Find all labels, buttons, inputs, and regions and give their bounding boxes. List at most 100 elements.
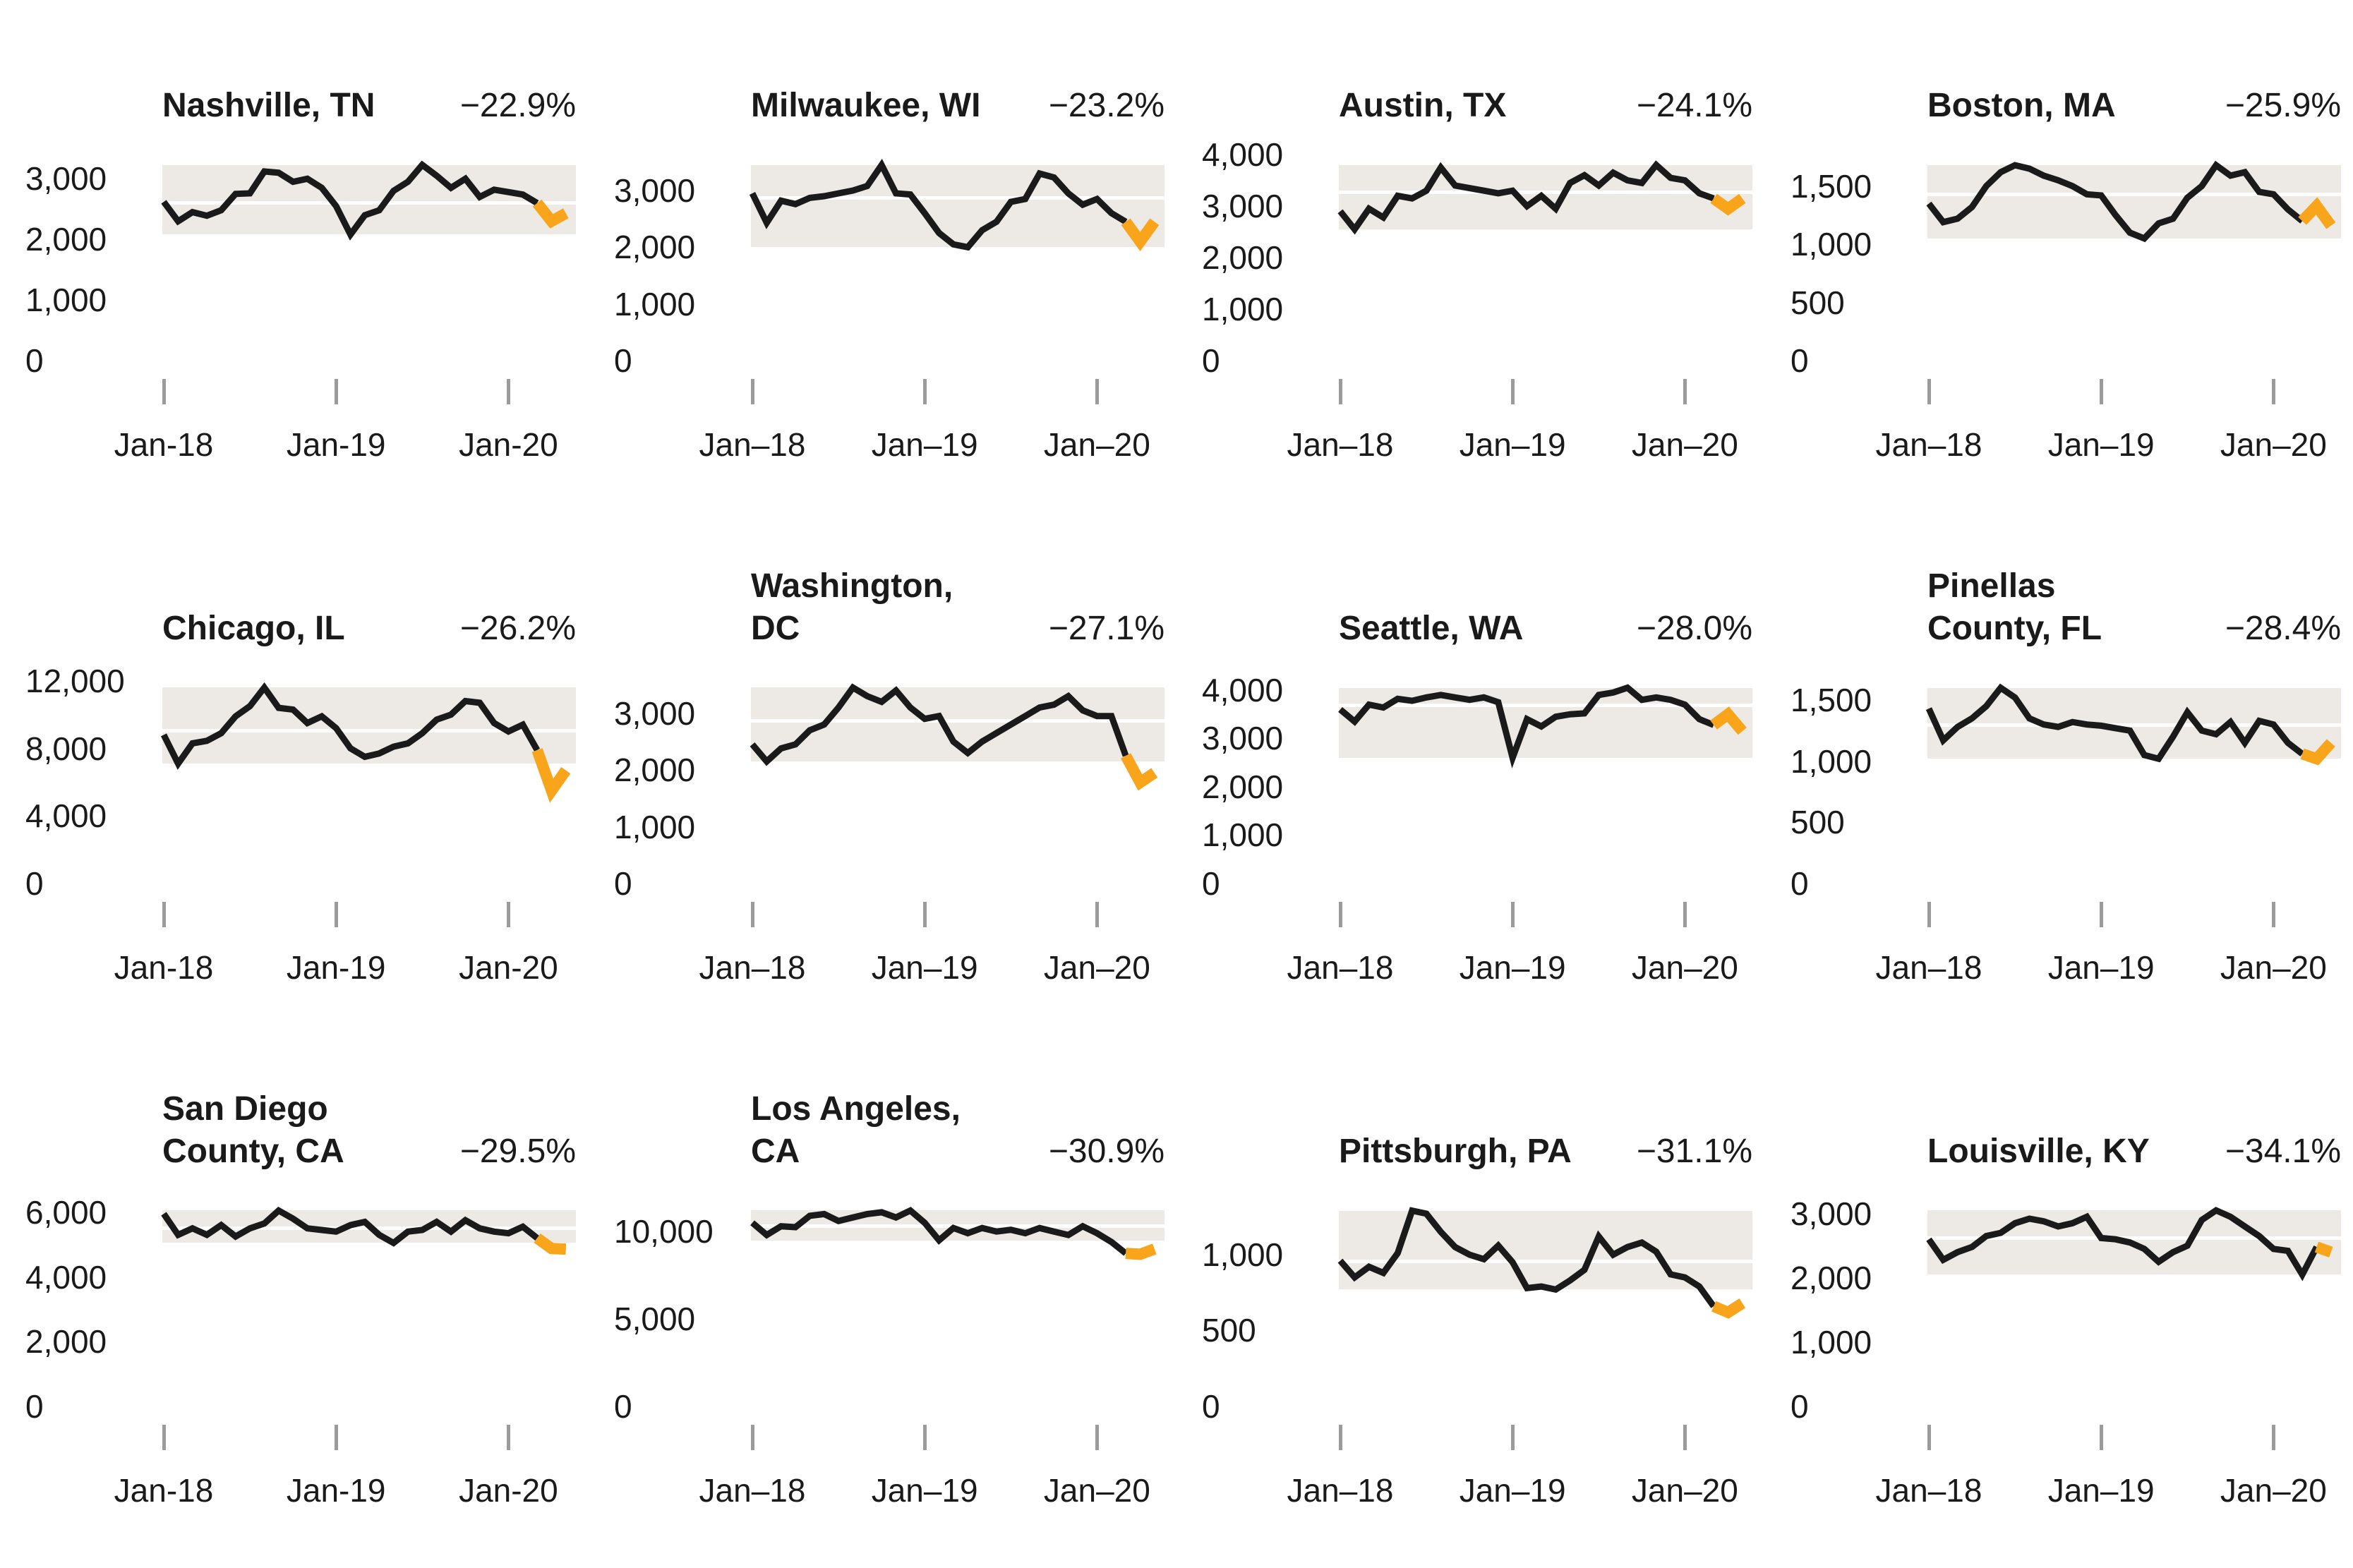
chart-change-label: −22.9% bbox=[459, 87, 576, 124]
average-baseline bbox=[162, 200, 576, 205]
series-history-line bbox=[750, 1207, 1128, 1256]
y-axis-label: 2,000 bbox=[25, 1323, 107, 1361]
average-baseline bbox=[751, 196, 1165, 200]
x-axis-tick bbox=[923, 379, 927, 404]
x-axis-label: Jan–18 bbox=[1287, 949, 1394, 986]
x-axis-tick bbox=[2100, 902, 2104, 927]
average-baseline bbox=[1927, 1236, 2341, 1241]
x-axis-label: Jan–20 bbox=[2220, 949, 2327, 986]
average-baseline bbox=[751, 719, 1165, 723]
chart-title: Louisville, KY bbox=[1927, 1133, 2150, 1170]
chart-title: Pinellas County, FL bbox=[1927, 567, 2102, 647]
series-history-line bbox=[749, 158, 1128, 251]
x-axis-tick bbox=[507, 1425, 511, 1450]
series-recent-highlight-line bbox=[531, 748, 571, 803]
series-history-line bbox=[1337, 1207, 1716, 1308]
y-axis-label: 1,000 bbox=[1202, 291, 1284, 328]
line-series bbox=[161, 1206, 567, 1255]
chart-header: Milwaukee, WI −23.2% bbox=[751, 85, 1165, 127]
x-axis-tick bbox=[1683, 902, 1687, 927]
line-series bbox=[749, 158, 1160, 251]
series-recent-highlight-line bbox=[1710, 706, 1747, 735]
x-axis-label: Jan-18 bbox=[114, 1472, 214, 1509]
chart-title: Austin, TX bbox=[1339, 87, 1507, 124]
y-axis-label: 0 bbox=[614, 865, 632, 902]
chart-header: Los Angeles, CA −30.9% bbox=[751, 1088, 1165, 1173]
average-baseline bbox=[1927, 193, 2341, 197]
line-series bbox=[160, 682, 571, 803]
x-axis-tick bbox=[1927, 1425, 1931, 1450]
chart-change-label: −24.1% bbox=[1636, 87, 1752, 124]
y-axis-label: 1,000 bbox=[1791, 1323, 1872, 1361]
average-baseline bbox=[162, 729, 576, 733]
line-series bbox=[161, 160, 569, 241]
line-series bbox=[1926, 1207, 2333, 1281]
y-axis-label: 1,000 bbox=[1791, 742, 1872, 780]
chart-title: Seattle, WA bbox=[1339, 610, 1524, 647]
y-axis-label: 6,000 bbox=[25, 1193, 107, 1231]
x-axis-tick bbox=[751, 379, 754, 404]
x-axis-tick bbox=[923, 1425, 927, 1450]
x-axis-label: Jan–18 bbox=[1287, 426, 1394, 463]
series-history-line bbox=[1338, 684, 1715, 768]
x-axis-label: Jan–19 bbox=[1459, 1472, 1566, 1509]
y-axis-label: 500 bbox=[1791, 804, 1845, 841]
series-recent-highlight-line bbox=[1121, 218, 1160, 251]
y-axis-label: 1,000 bbox=[1791, 226, 1872, 263]
x-axis-label: Jan–19 bbox=[871, 426, 978, 463]
x-axis-label: Jan-19 bbox=[286, 1472, 386, 1509]
x-axis-tick bbox=[507, 902, 511, 927]
chart-header: Boston, MA −25.9% bbox=[1927, 85, 2341, 127]
y-axis-label: 500 bbox=[1202, 1312, 1256, 1349]
chart-plot-area: 1,500 1,000 500 0 Jan–18 Jan–19 Jan–20 bbox=[1765, 523, 2353, 1045]
line-series bbox=[1338, 684, 1747, 768]
x-axis-tick bbox=[335, 1425, 339, 1450]
x-axis-tick bbox=[1511, 902, 1515, 927]
x-axis-label: Jan–20 bbox=[2220, 1472, 2327, 1509]
x-axis-label: Jan–18 bbox=[699, 426, 806, 463]
x-axis-tick bbox=[1511, 1425, 1515, 1450]
x-axis-tick bbox=[1339, 1425, 1342, 1450]
x-axis-label: Jan–18 bbox=[1875, 949, 1982, 986]
chart-plot-area: 4,000 3,000 2,000 1,000 0 Jan–18 Jan–19 Jan–20 bbox=[1176, 0, 1764, 522]
chart-change-label: −23.2% bbox=[1048, 87, 1165, 124]
y-axis-label: 1,000 bbox=[25, 282, 107, 319]
series-history-line bbox=[1926, 1207, 2320, 1281]
y-axis-label: 0 bbox=[1202, 865, 1220, 902]
y-axis-label: 3,000 bbox=[614, 694, 696, 732]
x-axis-tick bbox=[1339, 902, 1342, 927]
chart-header: Nashville, TN −22.9% bbox=[162, 85, 576, 127]
x-axis-label: Jan–19 bbox=[1459, 949, 1566, 986]
series-history-line bbox=[750, 683, 1129, 766]
y-axis-label: 2,000 bbox=[614, 229, 696, 266]
chart-plot-area: 3,000 2,000 1,000 0 Jan-18 Jan-19 Jan-20 bbox=[0, 0, 588, 522]
y-axis-label: 4,000 bbox=[1202, 136, 1284, 174]
chart-milwaukee-wi: 3,000 2,000 1,000 0 Jan–18 Jan–19 Jan–20 Milwa… bbox=[589, 0, 1176, 522]
chart-plot-area: 3,000 2,000 1,000 0 Jan–18 Jan–19 Jan–20 bbox=[1765, 1046, 2353, 1568]
chart-change-label: −31.1% bbox=[1636, 1133, 1752, 1170]
line-series bbox=[1337, 1207, 1746, 1319]
series-history-line bbox=[160, 682, 541, 770]
historical-range-band bbox=[751, 164, 1165, 248]
y-axis-label: 500 bbox=[1791, 284, 1845, 321]
x-axis-label: Jan–18 bbox=[699, 1472, 806, 1509]
y-axis-label: 1,000 bbox=[614, 808, 696, 845]
series-history-line bbox=[1925, 683, 2304, 763]
average-baseline bbox=[1339, 703, 1752, 707]
x-axis-tick bbox=[923, 902, 927, 927]
chart-san-diego-county-ca: 6,000 4,000 2,000 0 Jan-18 Jan-19 Jan-20 San D… bbox=[0, 1046, 588, 1568]
chart-header: Pittsburgh, PA −31.1% bbox=[1339, 1130, 1752, 1173]
chart-header: Louisville, KY −34.1% bbox=[1927, 1130, 2341, 1173]
chart-title: Nashville, TN bbox=[162, 87, 375, 124]
chart-seattle-wa: 4,000 3,000 2,000 1,000 0 Jan–18 Jan–19 Jan–20 … bbox=[1176, 523, 1764, 1045]
x-axis-label: Jan–19 bbox=[871, 1472, 978, 1509]
x-axis-tick bbox=[335, 902, 339, 927]
chart-plot-area: 6,000 4,000 2,000 0 Jan-18 Jan-19 Jan-20 bbox=[0, 1046, 588, 1568]
line-series bbox=[1925, 683, 2335, 766]
chart-title: Chicago, IL bbox=[162, 610, 345, 647]
y-axis-label: 8,000 bbox=[25, 730, 107, 767]
x-axis-label: Jan–20 bbox=[1043, 1472, 1150, 1509]
y-axis-label: 1,500 bbox=[1791, 682, 1872, 718]
chart-louisville-ky: 3,000 2,000 1,000 0 Jan–18 Jan–19 Jan–20 Louis… bbox=[1765, 1046, 2353, 1568]
